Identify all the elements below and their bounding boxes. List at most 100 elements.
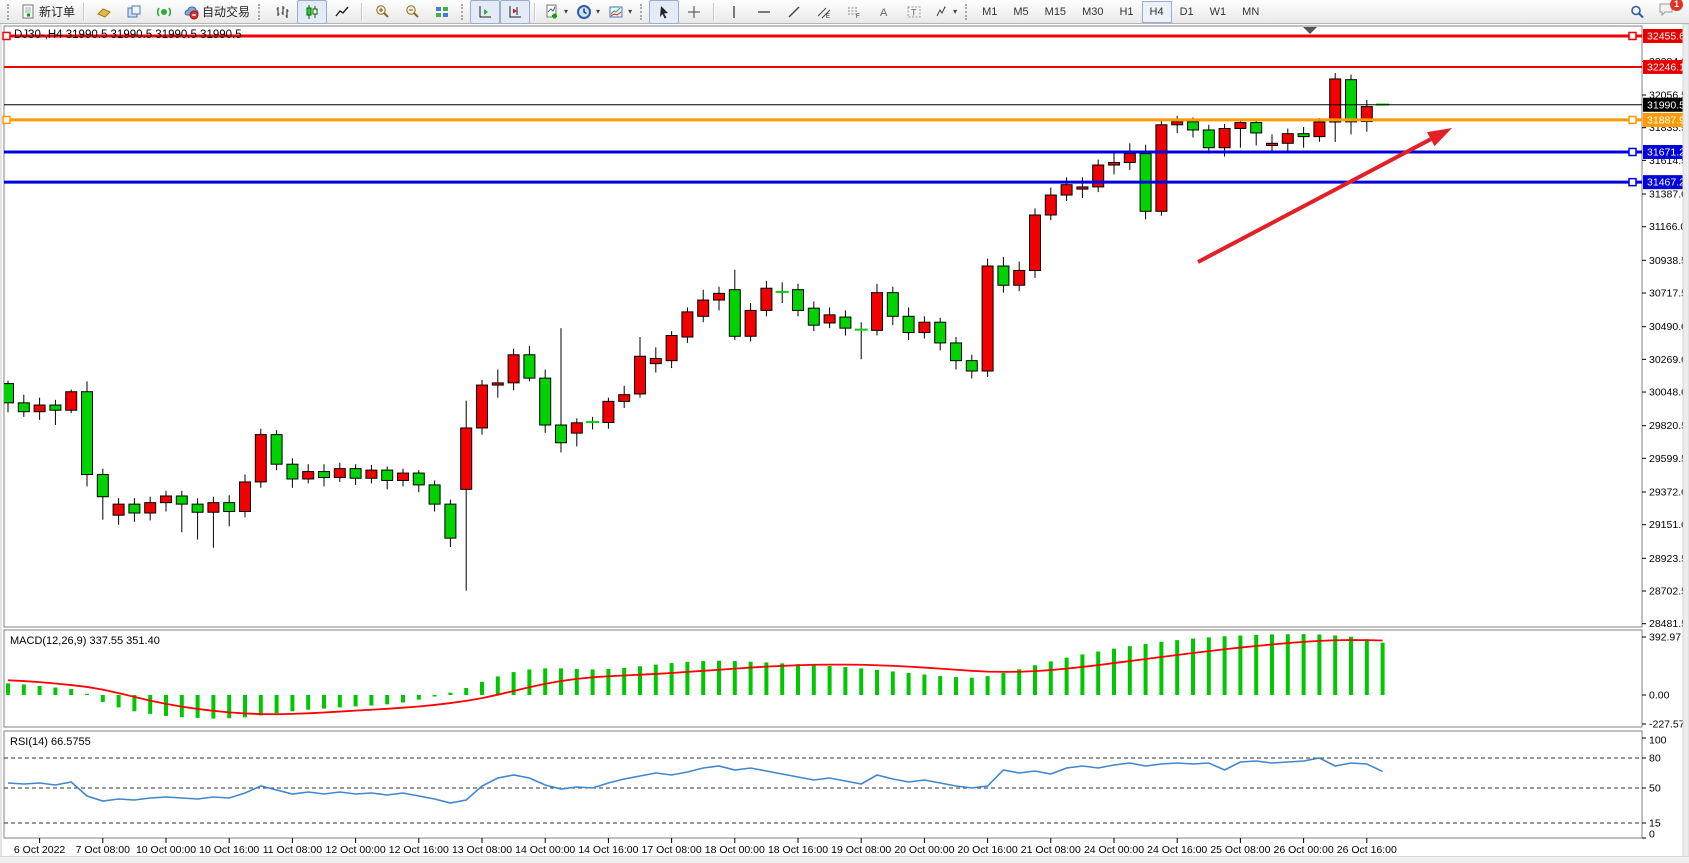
price-tick-label: 30048.0 (1649, 387, 1687, 399)
macd-label: MACD(12,26,9) 337.55 351.40 (10, 635, 160, 647)
search-button[interactable] (1622, 0, 1652, 24)
price-badge-label: 32455.6 (1647, 30, 1685, 42)
candle-body (918, 321, 931, 334)
line-chart-button[interactable] (327, 0, 357, 24)
arrows-button[interactable]: ▾ (929, 0, 961, 24)
line-handle[interactable] (1628, 177, 1637, 187)
candle-body (270, 434, 283, 465)
chart-canvas[interactable]: 32284.032056.531835.531614.531387.031166… (0, 24, 1689, 862)
text-label-button[interactable]: T (899, 0, 929, 24)
candle-body (160, 495, 172, 504)
tab-timeframe-m30[interactable]: M30 (1082, 5, 1104, 18)
candle-body (1044, 194, 1057, 216)
candle-body (665, 335, 678, 362)
toolbar-grip (7, 3, 12, 20)
rsi-axis-label: 50 (1649, 783, 1661, 795)
svg-text:A: A (880, 7, 888, 19)
candle-body (1345, 79, 1357, 123)
candle-body (523, 354, 536, 379)
candlestick-chart-button[interactable] (297, 0, 328, 24)
equidistant-channel-button[interactable]: E (809, 0, 839, 24)
candle-body (570, 422, 583, 434)
price-tick-label: 29151.0 (1649, 519, 1687, 531)
auto-scroll-button[interactable] (470, 0, 501, 24)
candle-body (302, 471, 315, 480)
candle-body (681, 311, 694, 338)
candle-body (17, 402, 30, 413)
time-tick-label: 12 Oct 00:00 (326, 844, 386, 856)
candle-body (223, 502, 236, 513)
data-window-button[interactable] (119, 0, 149, 24)
candle-body (713, 292, 725, 301)
candle-body (997, 265, 1010, 286)
horizontal-line-icon (758, 10, 771, 13)
zoom-out-icon (406, 4, 419, 18)
trend-arrow-line[interactable] (1197, 137, 1432, 264)
candle-body (886, 292, 899, 317)
horizontal-line-button[interactable] (749, 0, 779, 24)
chart-shift-button[interactable] (500, 0, 531, 24)
candle-body (381, 469, 394, 481)
svg-text:E: E (826, 14, 830, 20)
line-handle[interactable] (2, 115, 11, 125)
notifications-button[interactable]: 1 (1658, 0, 1683, 22)
candle-body (950, 342, 962, 362)
candle-body (49, 404, 62, 411)
tab-timeframe-m1[interactable]: M1 (982, 5, 998, 18)
trendline-button[interactable] (779, 0, 809, 24)
toolbar-grip (965, 3, 970, 20)
vertical-line-button[interactable] (719, 0, 749, 24)
line-handle[interactable] (2, 31, 11, 41)
dropdown-caret-icon: ▾ (628, 7, 633, 16)
tab-timeframe-h4[interactable]: H4 (1141, 0, 1172, 23)
price-badge-label: 31887.9 (1647, 114, 1685, 126)
tab-timeframe-m5[interactable]: M5 (1013, 5, 1029, 18)
chart-shift-marker[interactable] (1303, 27, 1317, 34)
candle-body (128, 503, 141, 514)
market-watch-icon (97, 7, 111, 18)
main-chart-panel (3, 25, 1643, 628)
new-order-button[interactable]: 新订单 (16, 0, 79, 24)
tab-timeframe-mn[interactable]: MN (1242, 5, 1260, 18)
line-handle[interactable] (1628, 147, 1637, 157)
market-watch-button[interactable] (89, 0, 119, 24)
time-tick-label: 19 Oct 08:00 (831, 844, 891, 856)
bar-chart-button[interactable] (267, 0, 297, 24)
fibonacci-button[interactable]: F (839, 0, 869, 24)
main-toolbar: 新订单 自动交易 ▾ ▾ ▾ E F A T ▾ M1 M5 M15 M30 H… (0, 0, 1689, 24)
dropdown-caret-icon: ▾ (564, 7, 569, 16)
candle-body (412, 472, 425, 486)
candlestick-chart-icon (306, 4, 318, 19)
line-handle[interactable] (1628, 115, 1637, 125)
line-handle[interactable] (1628, 31, 1637, 41)
time-tick-label: 17 Oct 08:00 (642, 844, 702, 856)
candle-body (697, 299, 710, 317)
tab-timeframe-w1[interactable]: W1 (1209, 5, 1227, 18)
strategy-tester-button[interactable] (149, 0, 179, 24)
cursor-button[interactable] (649, 0, 680, 24)
price-tick-label: 29820.5 (1649, 420, 1687, 432)
candle-body (349, 468, 362, 479)
autotrading-button[interactable]: 自动交易 (179, 0, 254, 24)
time-tick-label: 26 Oct 00:00 (1274, 844, 1334, 856)
right-scrollbar[interactable] (1682, 24, 1689, 862)
zoom-out-button[interactable] (397, 0, 427, 24)
tab-timeframe-d1[interactable]: D1 (1179, 5, 1194, 18)
trend-arrow-head[interactable] (1427, 128, 1452, 147)
crosshair-button[interactable] (679, 0, 709, 24)
rsi-line (7, 757, 1383, 804)
tile-windows-button[interactable] (427, 0, 457, 24)
price-tick-label: 29599.5 (1649, 453, 1687, 465)
time-tick-label: 14 Oct 16:00 (578, 844, 638, 856)
zoom-in-button[interactable] (367, 0, 397, 24)
templates-button[interactable]: ▾ (604, 0, 636, 24)
tab-timeframe-m15[interactable]: M15 (1044, 5, 1067, 18)
window-bottom-edge (0, 856, 1689, 863)
text-button[interactable]: A (869, 0, 899, 24)
periods-button[interactable]: ▾ (572, 0, 604, 24)
add-indicator-button[interactable]: ▾ (540, 0, 572, 24)
time-tick-label: 26 Oct 16:00 (1337, 844, 1397, 856)
tab-timeframe-h1[interactable]: H1 (1119, 5, 1134, 18)
autotrading-label: 自动交易 (202, 5, 251, 19)
candle-body (902, 315, 915, 334)
